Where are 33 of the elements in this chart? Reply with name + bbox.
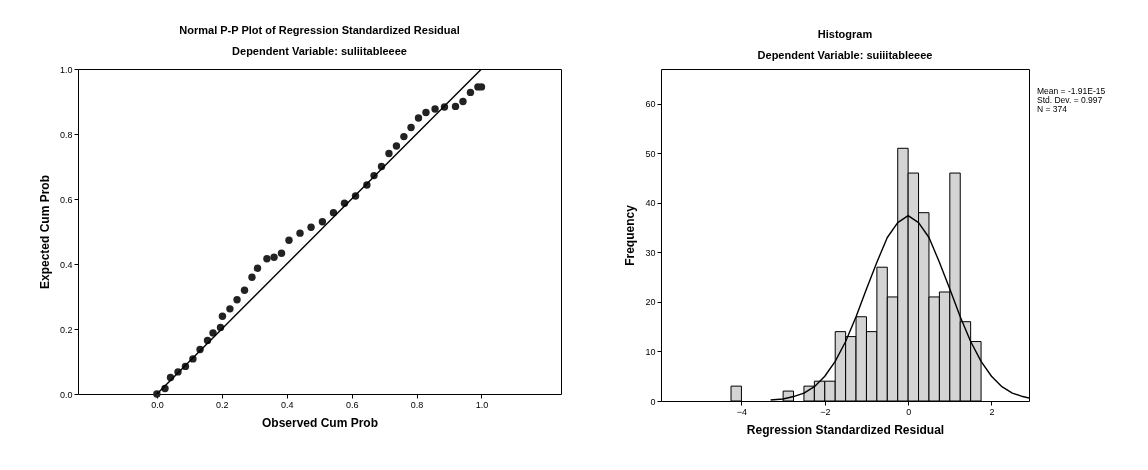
chart-title: Normal P-P Plot of Regression Standardized Residual xyxy=(179,24,460,36)
y-tick-label: 10 xyxy=(645,346,656,357)
y-tick-label: 40 xyxy=(645,198,656,209)
text: N = 374 xyxy=(1037,104,1068,114)
x-tick-label: −4 xyxy=(736,406,748,417)
x-tick-label: 0.0 xyxy=(151,399,164,410)
text: Mean = -1.91E-15 xyxy=(1037,86,1106,96)
x-tick-label: 0.8 xyxy=(410,399,424,410)
x-tick-label: 0.6 xyxy=(345,399,359,410)
y-axis-title: Frequency xyxy=(623,204,638,266)
x-tick-label: 0 xyxy=(906,406,912,417)
y-tick-label: 1.0 xyxy=(59,64,73,75)
y-tick-label: 0.6 xyxy=(59,194,73,205)
y-tick-label: 0.8 xyxy=(59,129,73,140)
x-axis-title: Regression Standardized Residual xyxy=(746,422,945,437)
chart-title: Histogram xyxy=(817,28,873,40)
y-tick-label: 0.0 xyxy=(59,389,73,400)
y-tick-label: 20 xyxy=(645,297,656,308)
x-axis-title: Observed Cum Prob xyxy=(261,415,379,430)
text: Std. Dev. = 0.997 xyxy=(1037,95,1103,105)
y-axis-title: Expected Cum Prob xyxy=(37,174,52,290)
x-tick-label: 1.0 xyxy=(475,399,489,410)
x-tick-label: 0.2 xyxy=(216,399,229,410)
y-tick-label: 30 xyxy=(645,247,656,258)
y-tick-label: 60 xyxy=(645,99,656,110)
y-tick-label: 0.4 xyxy=(59,259,73,270)
chart-subtitle: Dependent Variable: suiiitableeee xyxy=(757,49,933,61)
x-tick-label: 2 xyxy=(989,406,995,417)
y-tick-label: 0.2 xyxy=(59,324,73,335)
x-tick-label: 0.4 xyxy=(280,399,294,410)
y-tick-label: 50 xyxy=(645,148,656,159)
chart-subtitle: Dependent Variable: suliitableeee xyxy=(232,45,407,57)
x-tick-label: −2 xyxy=(820,406,831,417)
